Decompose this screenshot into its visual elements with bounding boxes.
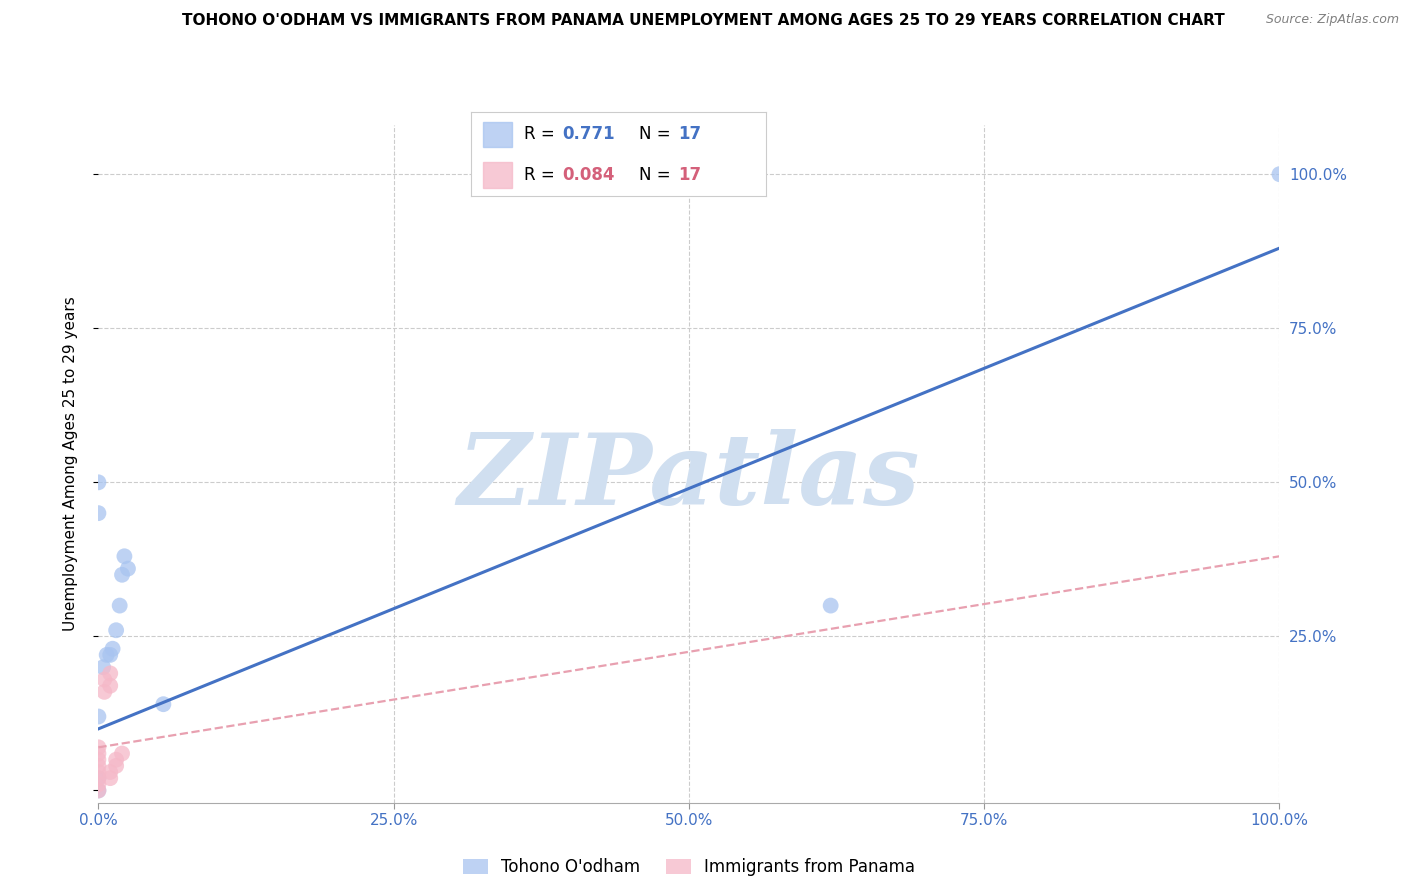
Point (87, 475, 110, 490)
Point (105, 759, 128, 773)
Text: Source: ZipAtlas.com: Source: ZipAtlas.com (1265, 13, 1399, 27)
Point (87, 506, 110, 520)
Point (117, 561, 139, 575)
Legend: Tohono O'odham, Immigrants from Panama: Tohono O'odham, Immigrants from Panama (457, 851, 921, 882)
Point (152, 697, 174, 711)
Point (87, 783, 110, 797)
Text: 0.084: 0.084 (562, 166, 614, 184)
Point (98, 764, 121, 779)
Point (98, 648, 121, 662)
Point (105, 753, 128, 767)
Point (91, 660, 114, 674)
Point (87, 740, 110, 755)
Point (98, 666, 121, 681)
Point (105, 624, 128, 638)
Point (87, 771, 110, 785)
Text: R =: R = (524, 126, 560, 144)
Text: N =: N = (640, 126, 676, 144)
Y-axis label: Unemployment Among Ages 25 to 29 years: Unemployment Among Ages 25 to 29 years (63, 296, 77, 632)
Point (87, 753, 110, 767)
Point (108, 599, 131, 613)
Bar (482, 162, 512, 188)
Point (820, 599, 842, 613)
Point (87, 747, 110, 761)
Point (87, 771, 110, 785)
Bar (482, 121, 512, 147)
Text: 17: 17 (678, 126, 700, 144)
Text: N =: N = (640, 166, 676, 184)
Point (101, 641, 124, 656)
Point (87, 764, 110, 779)
Point (1268, 167, 1291, 181)
Text: ZIPatlas: ZIPatlas (458, 429, 920, 525)
Text: 0.771: 0.771 (562, 126, 616, 144)
Point (87, 759, 110, 773)
Text: TOHONO O'ODHAM VS IMMIGRANTS FROM PANAMA UNEMPLOYMENT AMONG AGES 25 TO 29 YEARS : TOHONO O'ODHAM VS IMMIGRANTS FROM PANAMA… (181, 13, 1225, 29)
Point (111, 567, 134, 582)
Point (93, 685, 115, 699)
Point (93, 673, 115, 687)
Text: R =: R = (524, 166, 560, 184)
Point (87, 783, 110, 797)
Point (98, 771, 121, 785)
Point (98, 679, 121, 693)
Text: 17: 17 (678, 166, 700, 184)
Point (87, 709, 110, 723)
Point (111, 747, 134, 761)
Point (87, 777, 110, 791)
Point (112, 549, 135, 564)
Point (96, 648, 118, 662)
